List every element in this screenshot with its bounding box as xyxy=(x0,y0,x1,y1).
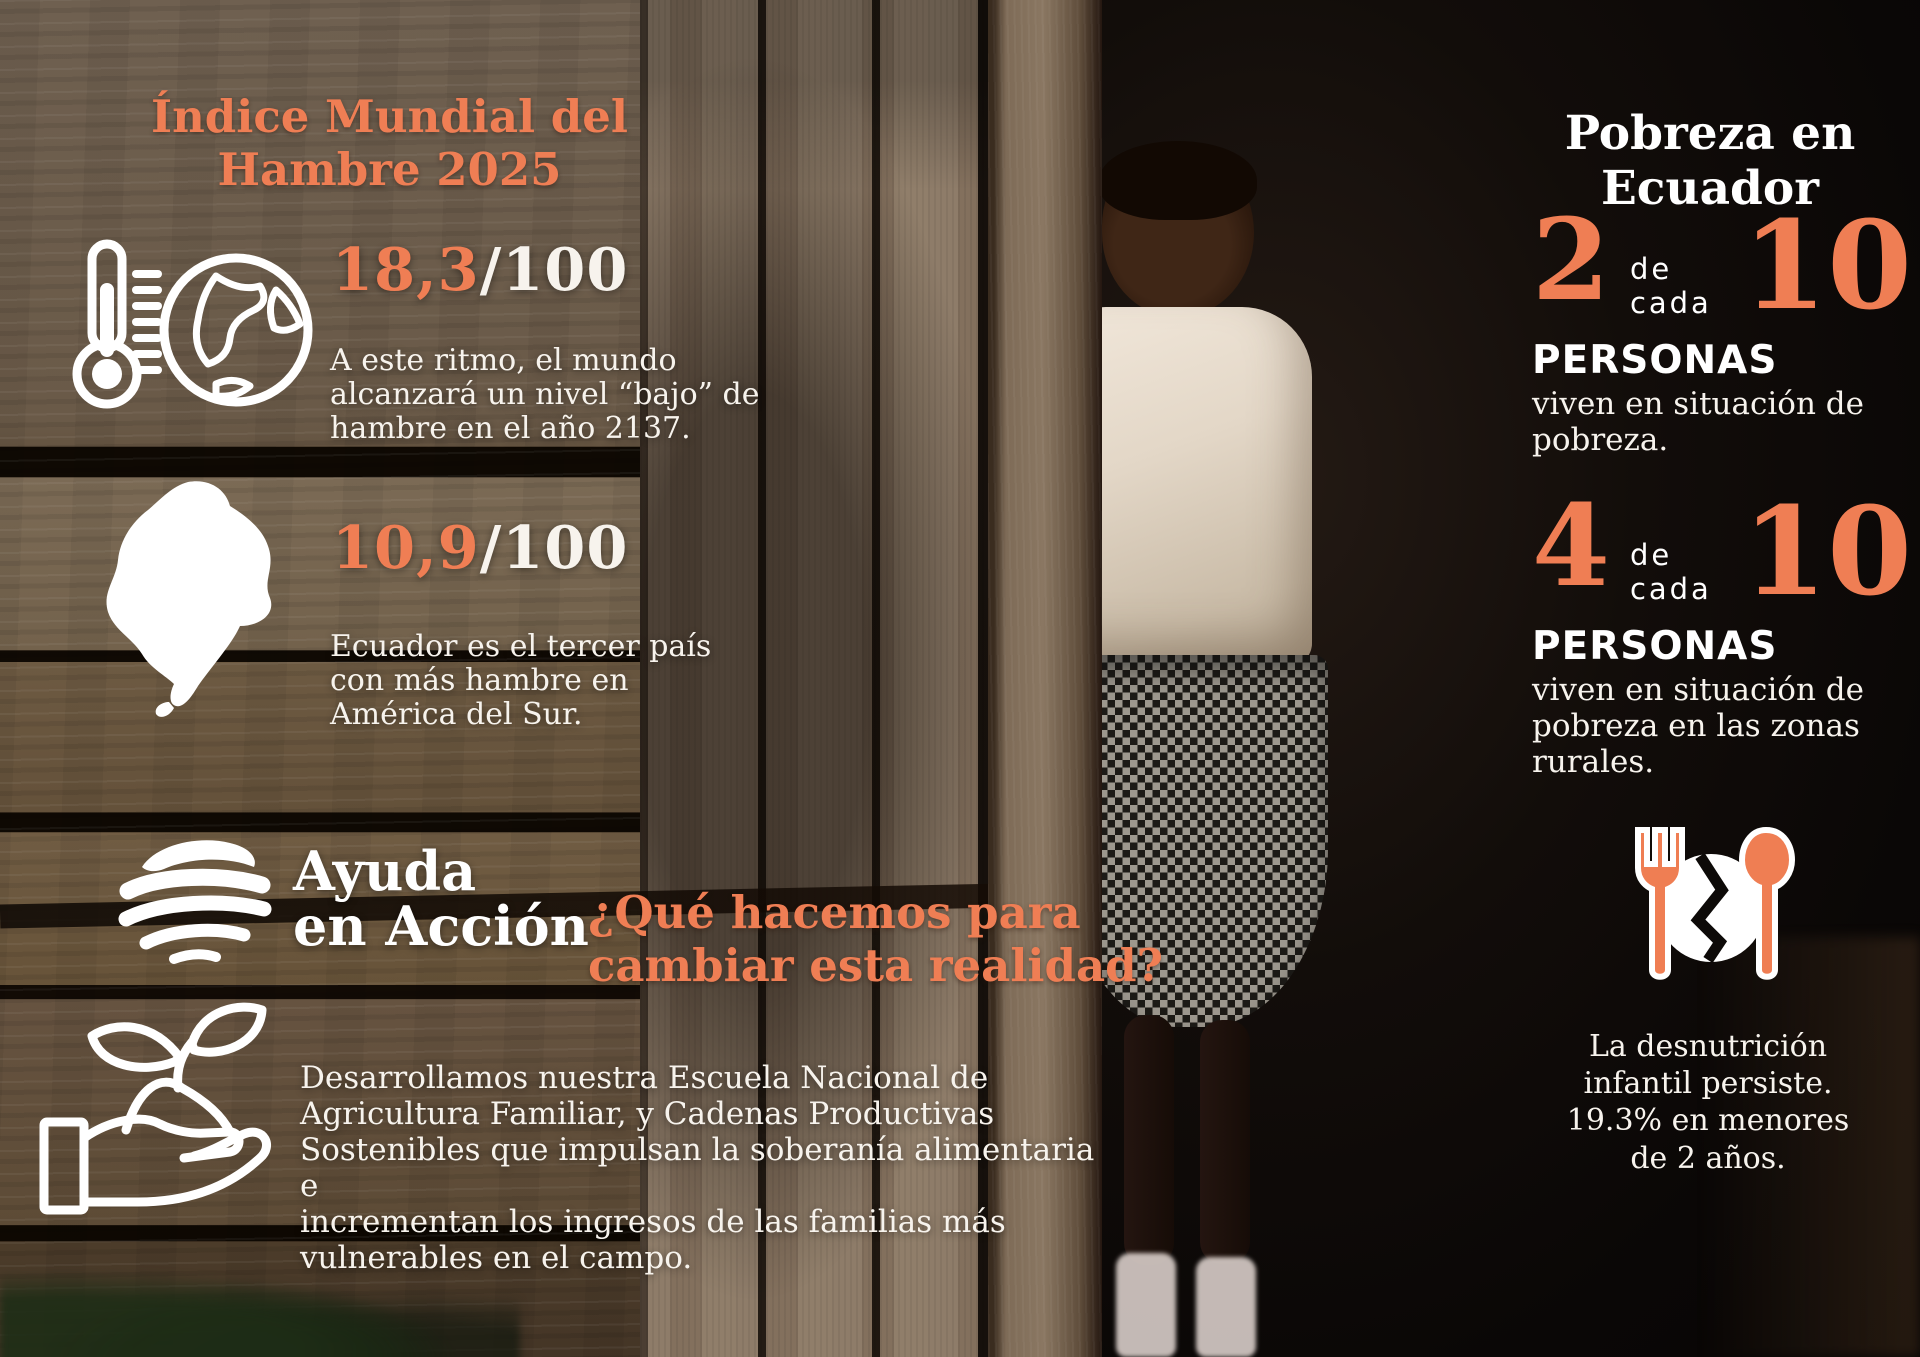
poverty-title: Pobreza en Ecuador xyxy=(1564,106,1856,216)
poverty-ratio: 2 de cada 10 xyxy=(1532,193,1912,337)
background-doorframe-glow xyxy=(1700,937,1920,1357)
logo-line-2: en Acción xyxy=(293,894,589,958)
child-sock xyxy=(1196,1257,1256,1357)
logo-line-1: Ayuda xyxy=(293,838,477,903)
ratio-connector: de cada xyxy=(1629,252,1712,320)
rural-poverty-stat: 4 de cada 10 PERSONAS viven en situación… xyxy=(1532,479,1912,812)
foreground-door-plank xyxy=(988,0,1102,1357)
ratio-denominator: 10 xyxy=(1742,193,1912,337)
ratio-connector: de cada xyxy=(1629,538,1712,606)
child-sweater xyxy=(1060,307,1312,667)
score-value: 18,3 xyxy=(332,235,480,304)
broken-plate-icon xyxy=(1614,824,1804,993)
malnutrition-description: La desnutrición infantil persiste. 19.3%… xyxy=(1566,1029,1850,1176)
ratio-unit: PERSONAS xyxy=(1532,623,1778,669)
ratio-numerator: 4 xyxy=(1532,481,1610,612)
child-checkered-skirt xyxy=(1070,655,1328,1027)
score-scale: /100 xyxy=(479,235,629,304)
ecuador-hunger-score: 10,9/100 xyxy=(332,518,628,577)
hand-plant-icon xyxy=(34,1000,274,1232)
child-photo-figure xyxy=(1030,135,1370,1357)
rural-poverty-ratio: 4 de cada 10 xyxy=(1532,479,1912,623)
fork-icon xyxy=(1635,827,1685,980)
foreground-foliage xyxy=(0,1255,520,1357)
child-sock xyxy=(1116,1253,1176,1357)
hunger-index-title: Índice Mundial del Hambre 2025 xyxy=(151,90,628,197)
score-value: 10,9 xyxy=(332,513,480,582)
poverty-description: viven en situación de pobreza. xyxy=(1532,385,1864,458)
score-scale: /100 xyxy=(479,513,629,582)
ratio-denominator: 10 xyxy=(1742,479,1912,623)
program-description: Desarrollamos nuestra Escuela Nacional d… xyxy=(300,1060,1095,1276)
poverty-stat: 2 de cada 10 PERSONAS viven en situación… xyxy=(1532,193,1912,490)
child-leg xyxy=(1124,1015,1174,1265)
world-hunger-description: A este ritmo, el mundo alcanzará un nive… xyxy=(330,343,760,447)
ratio-numerator: 2 xyxy=(1532,195,1610,326)
ayuda-en-accion-logo: Ayuda en Acción xyxy=(112,833,589,965)
question-heading: ¿Qué hacemos para cambiar esta realidad? xyxy=(588,886,1163,992)
thermometer-globe-icon xyxy=(66,238,316,417)
child-leg xyxy=(1200,1020,1250,1264)
rural-poverty-description: viven en situación de pobreza en las zon… xyxy=(1532,671,1864,780)
ecuador-map-icon xyxy=(92,476,282,725)
ayuda-en-accion-logo-text: Ayuda en Acción xyxy=(293,838,589,958)
child-head xyxy=(1099,141,1257,317)
background-vertical-planks xyxy=(640,0,1020,1357)
ratio-unit: PERSONAS xyxy=(1532,337,1778,383)
ayuda-en-accion-logo-mark xyxy=(118,840,272,964)
spoon-icon xyxy=(1738,826,1796,980)
ecuador-hunger-description: Ecuador es el tercer país con más hambre… xyxy=(330,629,712,733)
background-wood-planks xyxy=(0,0,690,1357)
world-hunger-score: 18,3/100 xyxy=(332,240,628,299)
